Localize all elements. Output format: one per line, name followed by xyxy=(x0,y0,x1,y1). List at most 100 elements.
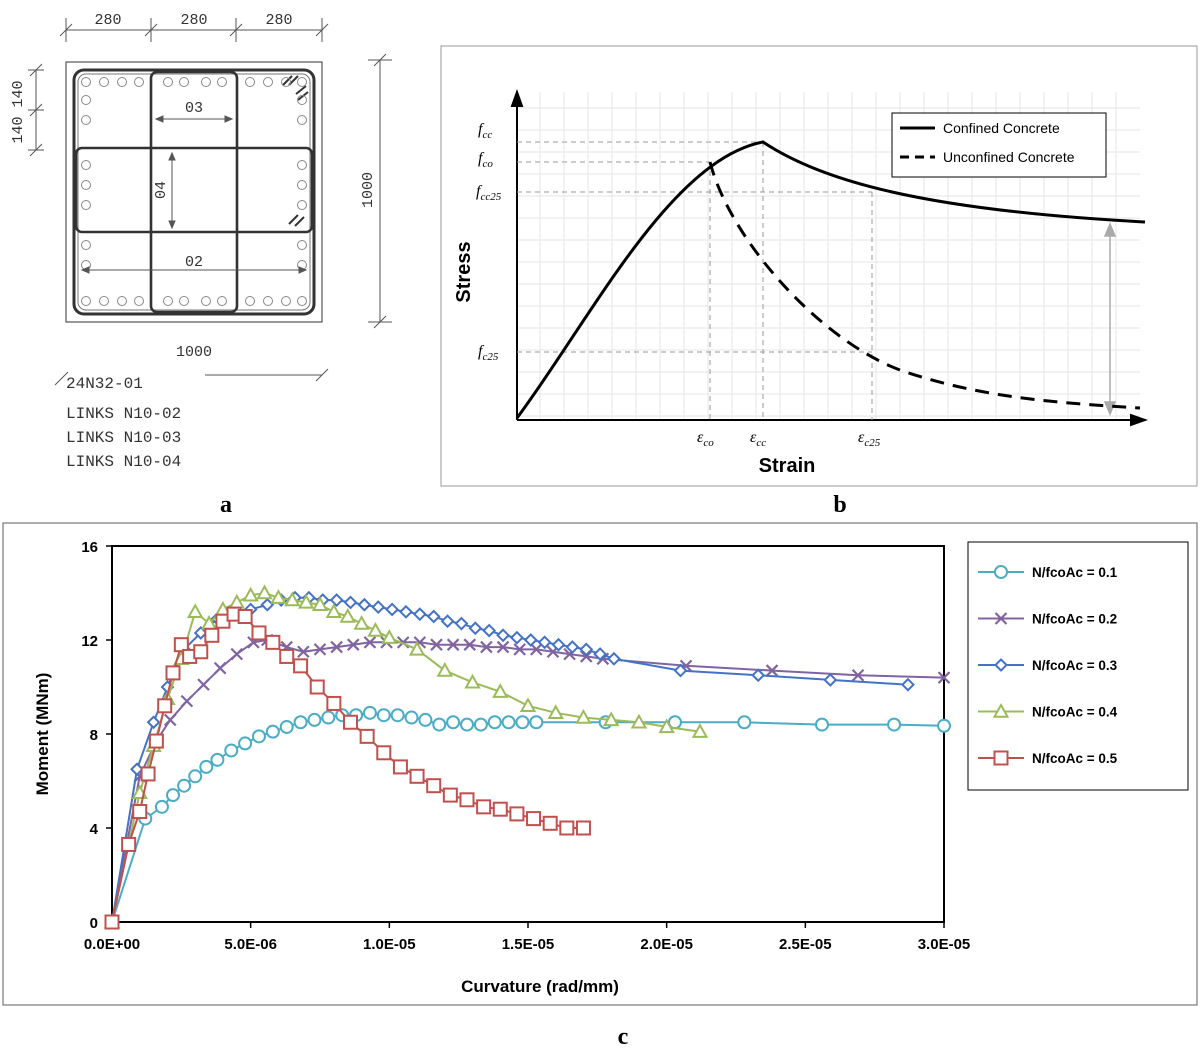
panel-letter-b: b xyxy=(833,492,846,518)
data-point xyxy=(408,640,426,656)
data-point xyxy=(487,715,502,730)
data-point xyxy=(146,715,161,730)
dim-bottom: 1000 xyxy=(176,344,212,361)
dim-top-1: 280 xyxy=(94,12,121,29)
data-point xyxy=(371,600,386,615)
rebar xyxy=(81,77,91,87)
legend-label: N/fcoAc = 0.4 xyxy=(1032,705,1118,720)
unconfined-concrete-curve xyxy=(708,161,1141,410)
x-tick-label: 2.0E-05 xyxy=(640,936,693,953)
data-point xyxy=(603,711,620,727)
data-point xyxy=(436,661,453,677)
rebar xyxy=(99,296,109,306)
data-point xyxy=(224,743,239,758)
moment-curvature-chart: 0.0E+00 5.0E-06 1.0E-05 1.5E-05 2.0E-05 2.5E-… xyxy=(2,522,1198,1006)
b-legend: Confined Concrete Unconfined Concrete xyxy=(891,112,1107,178)
data-point xyxy=(165,665,181,681)
data-point xyxy=(751,668,766,683)
data-point xyxy=(339,607,356,623)
data-point xyxy=(515,715,530,730)
section-outline xyxy=(65,61,323,323)
data-point xyxy=(492,683,509,698)
data-point xyxy=(204,627,220,643)
data-point xyxy=(279,648,295,664)
data-point xyxy=(476,799,492,815)
c-ticks: 0.0E+00 5.0E-06 1.0E-05 1.5E-05 2.0E-05 2.5E-… xyxy=(81,539,970,953)
data-point xyxy=(265,634,281,650)
series-5 xyxy=(104,606,591,930)
data-point xyxy=(311,596,329,611)
dim-top-3: 280 xyxy=(265,12,292,29)
data-point xyxy=(251,729,266,744)
link-label-04: 04 xyxy=(153,181,170,199)
data-point xyxy=(210,752,225,767)
data-point xyxy=(154,799,169,814)
inner-link-vertical xyxy=(149,70,239,314)
data-point xyxy=(537,635,552,650)
confined-concrete-curve xyxy=(515,140,1146,419)
c-x-title: Curvature (rad/mm) xyxy=(461,977,619,996)
data-point xyxy=(529,715,544,730)
data-point xyxy=(937,718,951,733)
data-point xyxy=(473,717,488,732)
data-point xyxy=(104,914,120,930)
data-point xyxy=(343,595,358,610)
data-point xyxy=(737,715,752,730)
data-point xyxy=(496,628,510,643)
rebar xyxy=(245,77,255,87)
data-point xyxy=(551,637,566,652)
dim-right: 1000 xyxy=(360,172,377,208)
link-label-02: 02 xyxy=(185,254,203,271)
data-point xyxy=(630,713,648,729)
data-point xyxy=(412,607,427,622)
y-tick-label: 8 xyxy=(90,727,98,744)
label-fc25: fc25 xyxy=(478,343,499,363)
rebar xyxy=(263,296,273,306)
note-link-03: LINKS N10-03 xyxy=(66,429,181,447)
data-point xyxy=(392,759,408,775)
data-point xyxy=(265,724,280,739)
y-tick-label: 16 xyxy=(81,539,98,556)
data-point xyxy=(157,698,173,714)
data-point xyxy=(390,708,405,723)
data-point xyxy=(238,736,253,751)
data-point xyxy=(251,625,267,641)
data-point xyxy=(579,642,594,657)
rebar xyxy=(281,296,291,306)
note-bars: 24N32-01 xyxy=(66,375,143,393)
data-point xyxy=(140,766,156,782)
data-point xyxy=(173,637,189,653)
data-point xyxy=(199,759,214,774)
data-point xyxy=(459,717,474,732)
data-point xyxy=(163,713,177,727)
data-point xyxy=(381,629,398,644)
data-point xyxy=(691,723,709,738)
data-point xyxy=(430,638,443,651)
link-label-03: 03 xyxy=(185,100,203,117)
data-point xyxy=(426,778,442,794)
data-point xyxy=(399,604,413,619)
data-point xyxy=(193,644,209,660)
data-point xyxy=(404,710,419,725)
legend-label: N/fcoAc = 0.1 xyxy=(1032,565,1118,580)
data-point xyxy=(509,630,524,645)
data-point xyxy=(887,717,902,732)
data-point xyxy=(121,836,137,852)
rebar xyxy=(81,180,91,190)
b-y-title: Stress xyxy=(453,241,475,302)
note-link-02: LINKS N10-02 xyxy=(66,405,181,423)
data-point xyxy=(230,647,244,661)
series-4 xyxy=(103,584,709,929)
data-point xyxy=(542,815,558,831)
rebar xyxy=(99,77,109,87)
rebar xyxy=(217,77,227,87)
data-point xyxy=(526,811,542,827)
data-point xyxy=(284,591,301,607)
series-1 xyxy=(105,705,951,929)
legend-label: N/fcoAc = 0.2 xyxy=(1032,612,1117,627)
data-point xyxy=(363,636,377,649)
data-point xyxy=(463,638,477,651)
data-point xyxy=(325,603,343,618)
stress-strain-chart: fcc fco fcc25 fc25 εco εcc εc25 Stress S… xyxy=(440,45,1198,518)
data-point xyxy=(937,671,951,684)
